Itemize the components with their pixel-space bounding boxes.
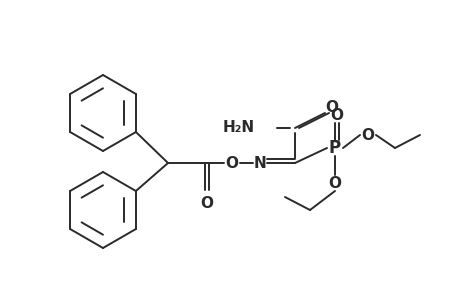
Text: O: O <box>200 196 213 211</box>
Text: P: P <box>328 139 340 157</box>
Text: O: O <box>325 100 338 116</box>
Text: O: O <box>328 176 341 190</box>
Text: H₂N: H₂N <box>223 121 254 136</box>
Text: N: N <box>253 155 266 170</box>
Text: O: O <box>225 155 238 170</box>
Text: O: O <box>361 128 374 142</box>
Text: O: O <box>330 107 343 122</box>
